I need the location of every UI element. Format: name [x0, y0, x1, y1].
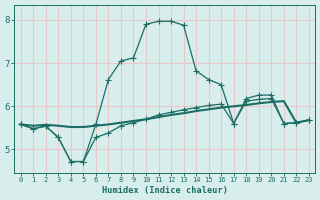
- X-axis label: Humidex (Indice chaleur): Humidex (Indice chaleur): [102, 186, 228, 195]
